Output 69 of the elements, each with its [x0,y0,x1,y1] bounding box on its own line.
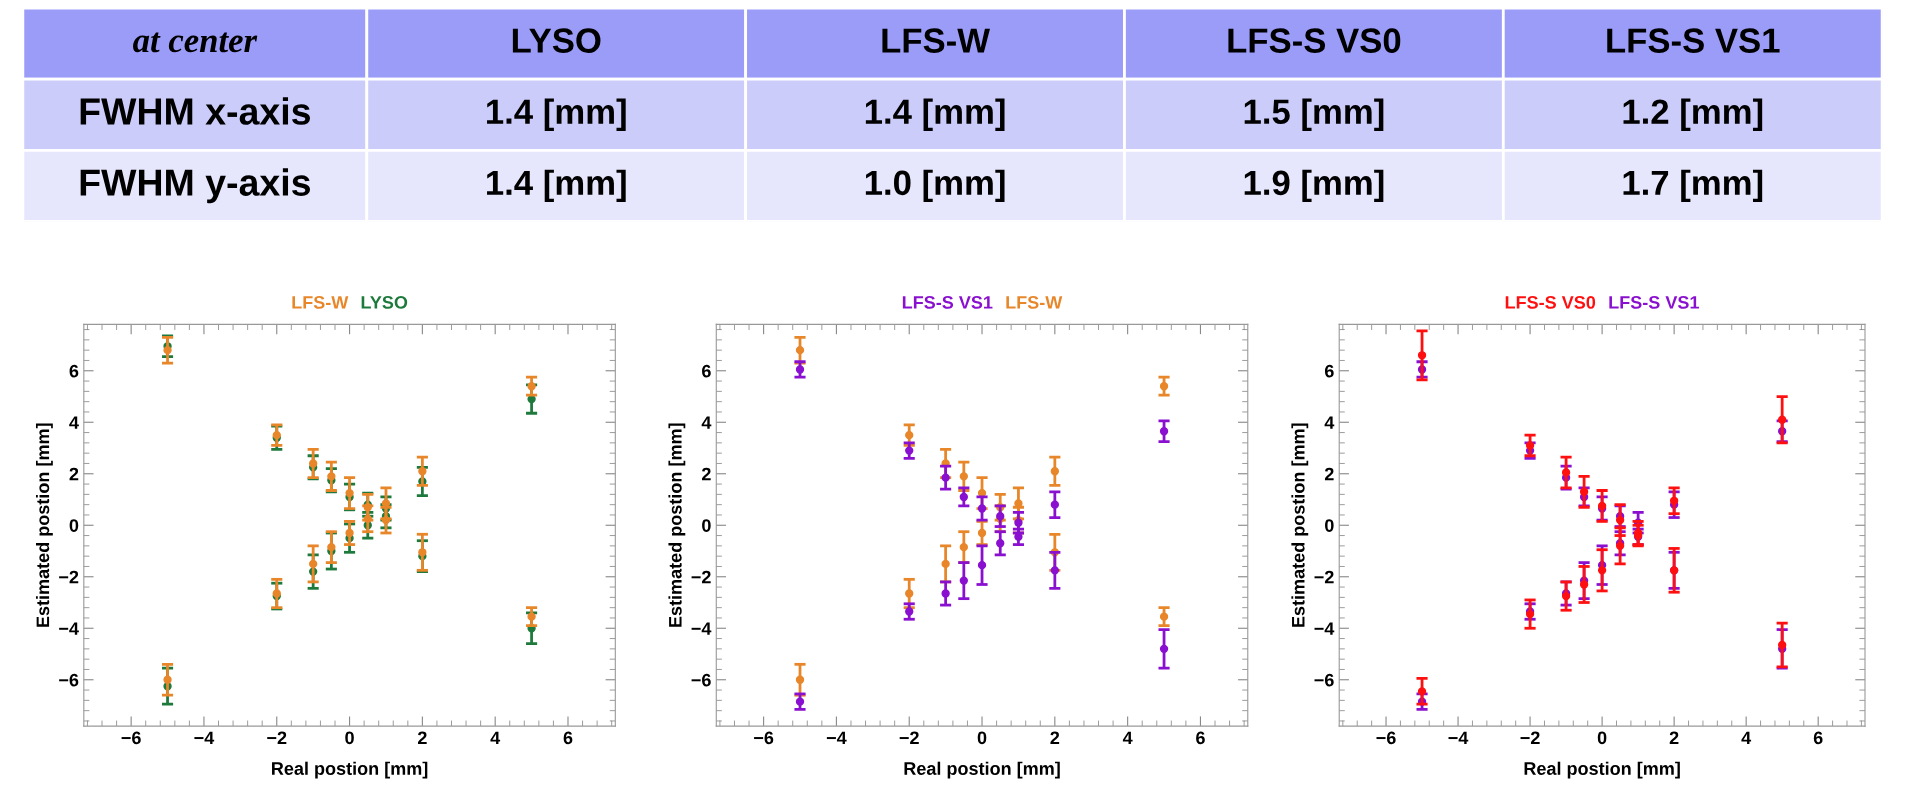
text: LFS-S VS0 [1505,296,1596,309]
category-label: FWHM y-axis [80,168,310,204]
x-axis-title: Real postion [mm] [904,761,1060,779]
y-tick-label: −2 [1314,570,1334,584]
y-axis-title: Estimated postion [mm] [668,423,686,627]
text: 1.4 [mm] [487,98,626,131]
x-tick-label: 2 [1669,731,1679,745]
text: 1.4 [mm] [487,169,626,202]
y-tick-label: −4 [59,622,79,635]
y-tick-label: 0 [702,519,711,532]
y-tick-label: 2 [69,467,79,481]
x-tick-label: 0 [1597,731,1607,745]
y-tick-label: 0 [1325,519,1334,532]
y-axis-title: Estimated postion [mm] [35,423,53,627]
y-tick-label: 4 [69,416,79,429]
x-tick-label: −4 [1448,731,1469,745]
x-tick-label: −4 [826,731,847,745]
y-tick-label: 6 [69,364,79,378]
y-tick-label: 4 [1324,416,1335,429]
category-label: LFS-S VS0 [1228,28,1401,53]
x-tick-label: 0 [977,731,987,745]
category-label: LFS-S VS1 [1607,28,1780,53]
category-label: FWHM x-axis [80,97,310,125]
category-label: LYSO [512,28,601,53]
text: 1.0 [mm] [865,169,1005,202]
x-tick-label: 6 [563,731,573,745]
text: 1.5 [mm] [1244,98,1384,131]
x-tick-label: 4 [1741,731,1752,745]
y-tick-label: −4 [1314,622,1335,635]
y-tick-label: −6 [59,673,79,687]
x-tick-label: 6 [1813,731,1823,745]
y-axis-title: Estimated postion [mm] [1291,423,1309,627]
x-tick-label: −4 [194,731,215,745]
x-tick-label: 2 [1050,731,1060,745]
y-tick-label: −6 [1314,673,1334,687]
y-tick-label: 0 [69,519,79,532]
text: 1.2 [mm] [1623,98,1763,131]
y-tick-label: 6 [1324,364,1334,378]
y-tick-label: 2 [1324,467,1334,481]
category-label: LFS-W [882,28,990,53]
x-tick-label: 0 [345,731,354,745]
y-tick-label: −4 [691,622,712,635]
text: LFS-S VS1 [902,296,993,309]
x-tick-label: 4 [1122,731,1133,745]
x-tick-label: −6 [1376,731,1396,745]
y-tick-label: −2 [59,570,79,584]
x-axis-title: Real postion [mm] [272,761,428,779]
text: LFS-W [292,296,349,309]
y-tick-label: −6 [691,673,711,687]
text: LFS-S VS1 [1609,296,1699,309]
x-tick-label: 2 [417,731,427,745]
text: 1.4 [mm] [865,98,1005,131]
x-tick-label: −2 [899,731,919,745]
x-tick-label: 6 [1196,731,1205,745]
x-tick-label: −6 [121,731,141,745]
text: LFS-W [1006,296,1063,309]
text: 1.9 [mm] [1244,169,1384,202]
y-tick-label: 4 [701,416,712,429]
x-tick-label: 4 [490,731,501,745]
x-tick-label: −2 [1520,731,1540,745]
category-label: at center [133,32,258,53]
x-tick-label: −2 [267,731,287,745]
y-tick-label: 2 [702,467,711,481]
y-tick-label: 6 [702,364,711,378]
y-tick-label: −2 [691,570,711,584]
text: LYSO [361,296,408,309]
text: 1.7 [mm] [1623,169,1763,202]
x-axis-title: Real postion [mm] [1524,761,1680,779]
x-tick-label: −6 [754,731,774,745]
